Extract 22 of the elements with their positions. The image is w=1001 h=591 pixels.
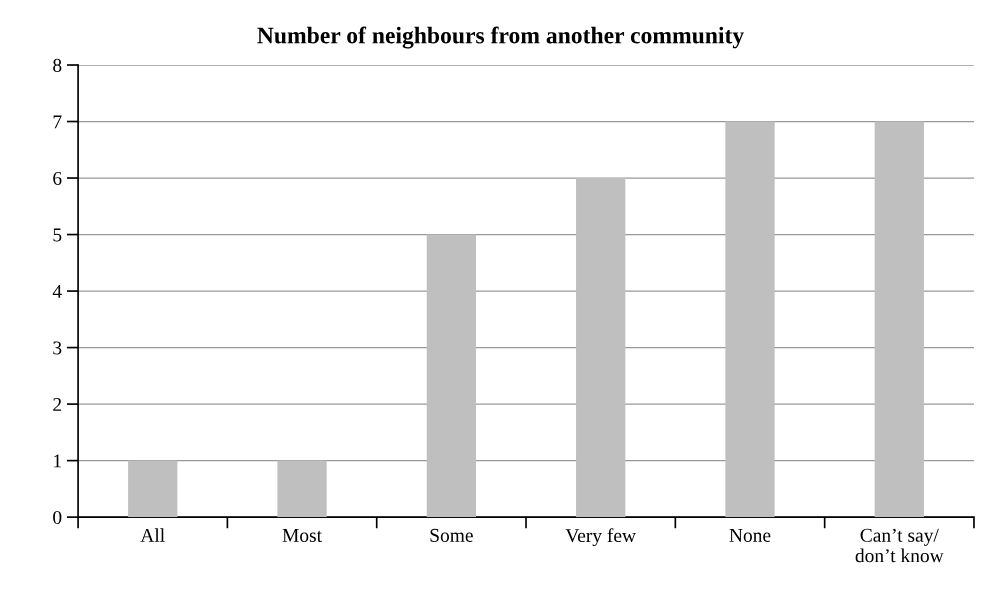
y-tick-label: 1 bbox=[54, 454, 61, 468]
x-tick-label: Can’t say/ don’t know bbox=[855, 528, 944, 563]
bar bbox=[277, 460, 327, 518]
y-tick-label: 7 bbox=[53, 115, 62, 129]
bar bbox=[426, 234, 476, 518]
y-tick-label: 4 bbox=[52, 285, 62, 298]
bar bbox=[576, 178, 626, 518]
x-tick-label: Very few bbox=[565, 528, 636, 547]
bar bbox=[128, 460, 178, 518]
y-tick-label: 6 bbox=[53, 171, 62, 185]
x-tick-label: Some bbox=[430, 528, 473, 542]
x-tick-label: None bbox=[729, 529, 771, 542]
y-tick-label: 5 bbox=[53, 228, 62, 242]
y-tick-label: 2 bbox=[53, 397, 62, 411]
y-tick-label: 0 bbox=[53, 510, 62, 525]
bar bbox=[725, 121, 775, 518]
x-tick-label: Most bbox=[282, 529, 322, 542]
chart-title: Number of neighbours from another community bbox=[257, 26, 744, 49]
bar bbox=[874, 121, 924, 518]
y-tick-label: 3 bbox=[53, 341, 62, 355]
x-tick-label: All bbox=[140, 528, 165, 542]
y-tick-label: 8 bbox=[53, 58, 62, 72]
